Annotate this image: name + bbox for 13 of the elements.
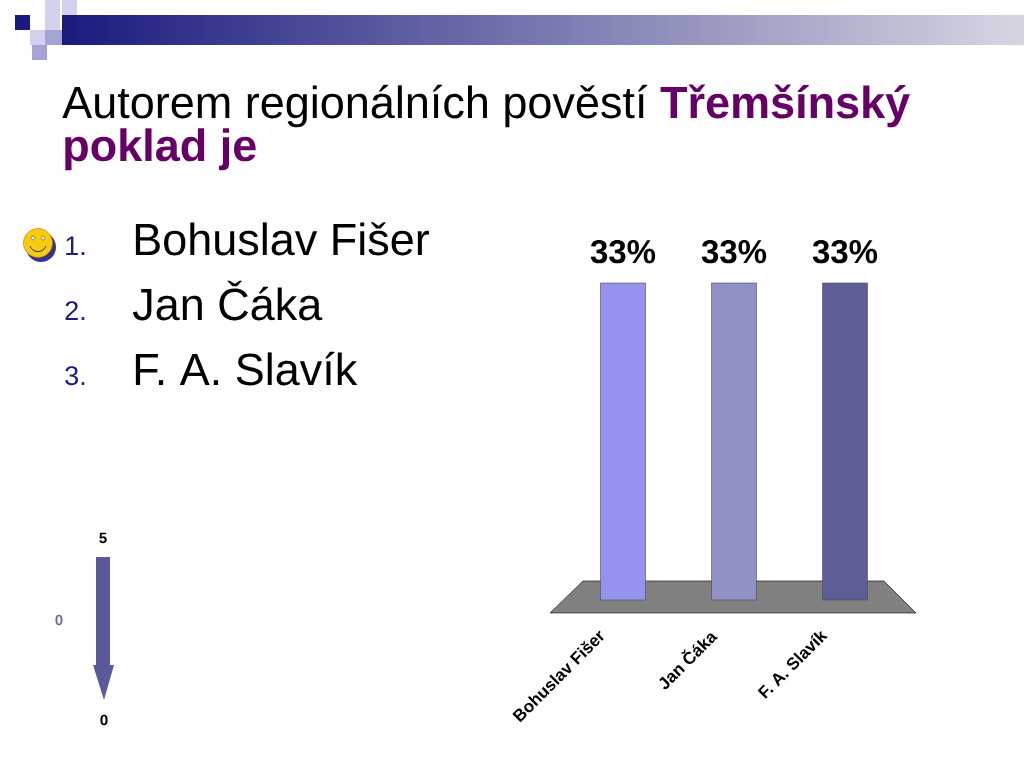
text: F. A. Slavík bbox=[135, 351, 358, 386]
text: 2. bbox=[65, 301, 85, 320]
text: 0 bbox=[100, 714, 108, 726]
text: 0 bbox=[55, 614, 63, 626]
data-label: 33% bbox=[812, 239, 878, 264]
text: 1. bbox=[66, 236, 85, 255]
data-label: 33% bbox=[701, 239, 767, 264]
text: 3. bbox=[65, 366, 85, 386]
text: Bohuslav Fišer bbox=[135, 222, 429, 256]
text: 5 bbox=[99, 532, 107, 544]
text: Jan Čáka bbox=[132, 280, 323, 321]
chart-title: Autorem regionálních pověstí Třemšínský poklad je bbox=[62, 84, 910, 171]
data-label: 33% bbox=[590, 239, 656, 264]
